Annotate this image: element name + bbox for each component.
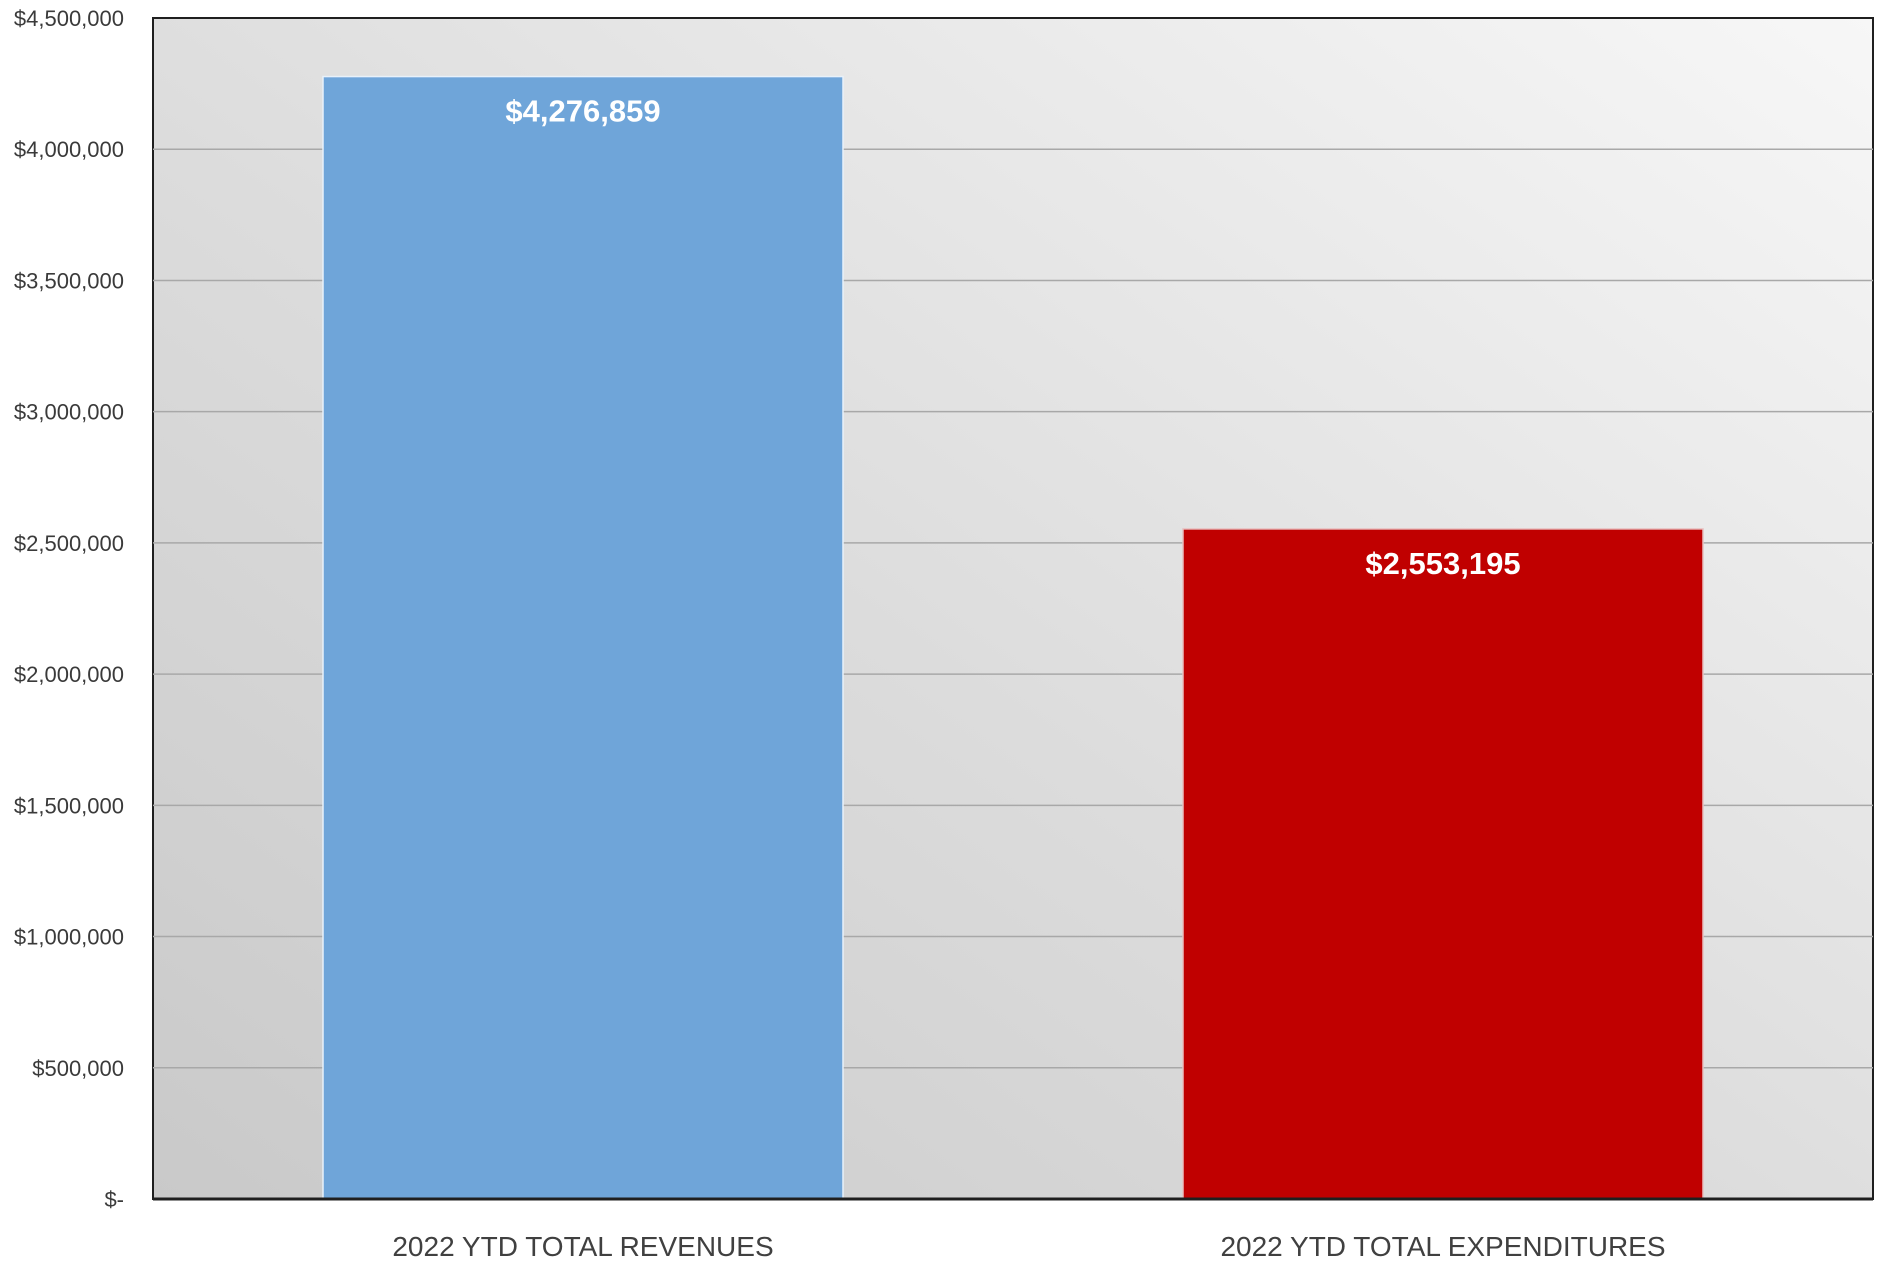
- y-tick-label: $2,000,000: [14, 662, 124, 687]
- y-tick-label: $1,500,000: [14, 793, 124, 818]
- data-label: $2,553,195: [1365, 546, 1520, 581]
- x-tick-label: 2022 YTD TOTAL EXPENDITURES: [1220, 1231, 1665, 1262]
- y-tick-label: $4,000,000: [14, 137, 124, 162]
- data-labels: $4,276,859 $2,553,195: [505, 94, 1520, 581]
- y-tick-label: $500,000: [32, 1056, 124, 1081]
- data-label: $4,276,859: [505, 94, 660, 129]
- bar: [1182, 528, 1704, 1200]
- y-tick-label: $-: [104, 1187, 124, 1212]
- x-axis-tick-labels: 2022 YTD TOTAL REVENUES 2022 YTD TOTAL EX…: [392, 1231, 1665, 1262]
- bars: [322, 75, 1704, 1200]
- x-tick-label: 2022 YTD TOTAL REVENUES: [392, 1231, 773, 1262]
- y-tick-label: $1,000,000: [14, 925, 124, 950]
- y-tick-label: $3,500,000: [14, 268, 124, 293]
- y-tick-label: $2,500,000: [14, 531, 124, 556]
- y-tick-label: $3,000,000: [14, 400, 124, 425]
- y-axis-tick-labels: $- $500,000 $1,000,000 $1,500,000 $2,000,000…: [14, 6, 124, 1212]
- y-tick-label: $4,500,000: [14, 6, 124, 31]
- bar: [322, 75, 844, 1200]
